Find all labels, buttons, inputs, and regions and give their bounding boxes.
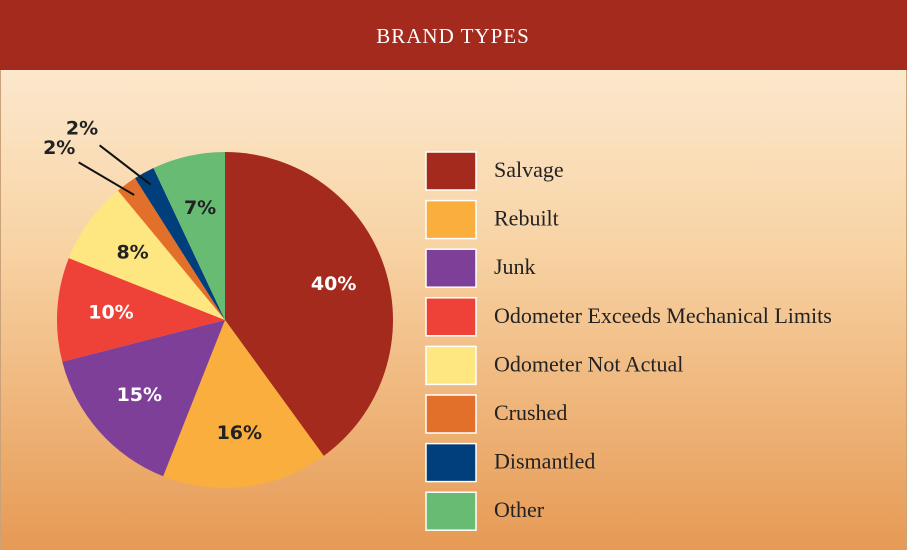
legend-label: Crushed — [494, 400, 567, 425]
pie-slice — [62, 320, 225, 477]
pie-slice — [117, 178, 225, 320]
leader-line — [78, 161, 135, 196]
data-label: 40% — [311, 273, 356, 295]
legend-swatch — [425, 199, 477, 240]
data-label: 2% — [43, 137, 75, 159]
legend-label: Salvage — [494, 157, 564, 182]
legend-label: Rebuilt — [494, 206, 559, 231]
pie-slice — [134, 167, 225, 320]
legend-label: Junk — [494, 254, 536, 279]
pie-slice — [163, 320, 324, 488]
header-bar — [0, 0, 907, 70]
data-label: 16% — [217, 422, 262, 444]
legend-swatch — [425, 151, 477, 191]
legend-label: Odometer Exceeds Mechanical Limits — [494, 303, 832, 328]
legend-label: Odometer Not Actual — [494, 351, 683, 376]
legend-swatch — [425, 491, 477, 531]
legend-swatch — [425, 394, 477, 434]
chart-title: BRAND TYPES — [376, 24, 530, 48]
legend-swatch — [425, 248, 477, 288]
legend-swatch — [425, 442, 477, 483]
pie-slice — [153, 152, 225, 320]
leader-line — [98, 144, 152, 186]
legend-label: Other — [494, 497, 545, 522]
data-label: 10% — [88, 301, 133, 323]
legend-label: Dismantled — [494, 449, 595, 474]
data-label: 7% — [184, 197, 216, 219]
data-label: 15% — [117, 384, 162, 406]
data-label: 8% — [116, 241, 148, 263]
pie-slice — [68, 190, 226, 320]
pie-slice — [57, 258, 225, 362]
legend-swatch — [425, 297, 477, 337]
data-label: 2% — [66, 118, 98, 140]
pie-slice — [225, 152, 393, 456]
legend-swatch — [425, 345, 477, 386]
